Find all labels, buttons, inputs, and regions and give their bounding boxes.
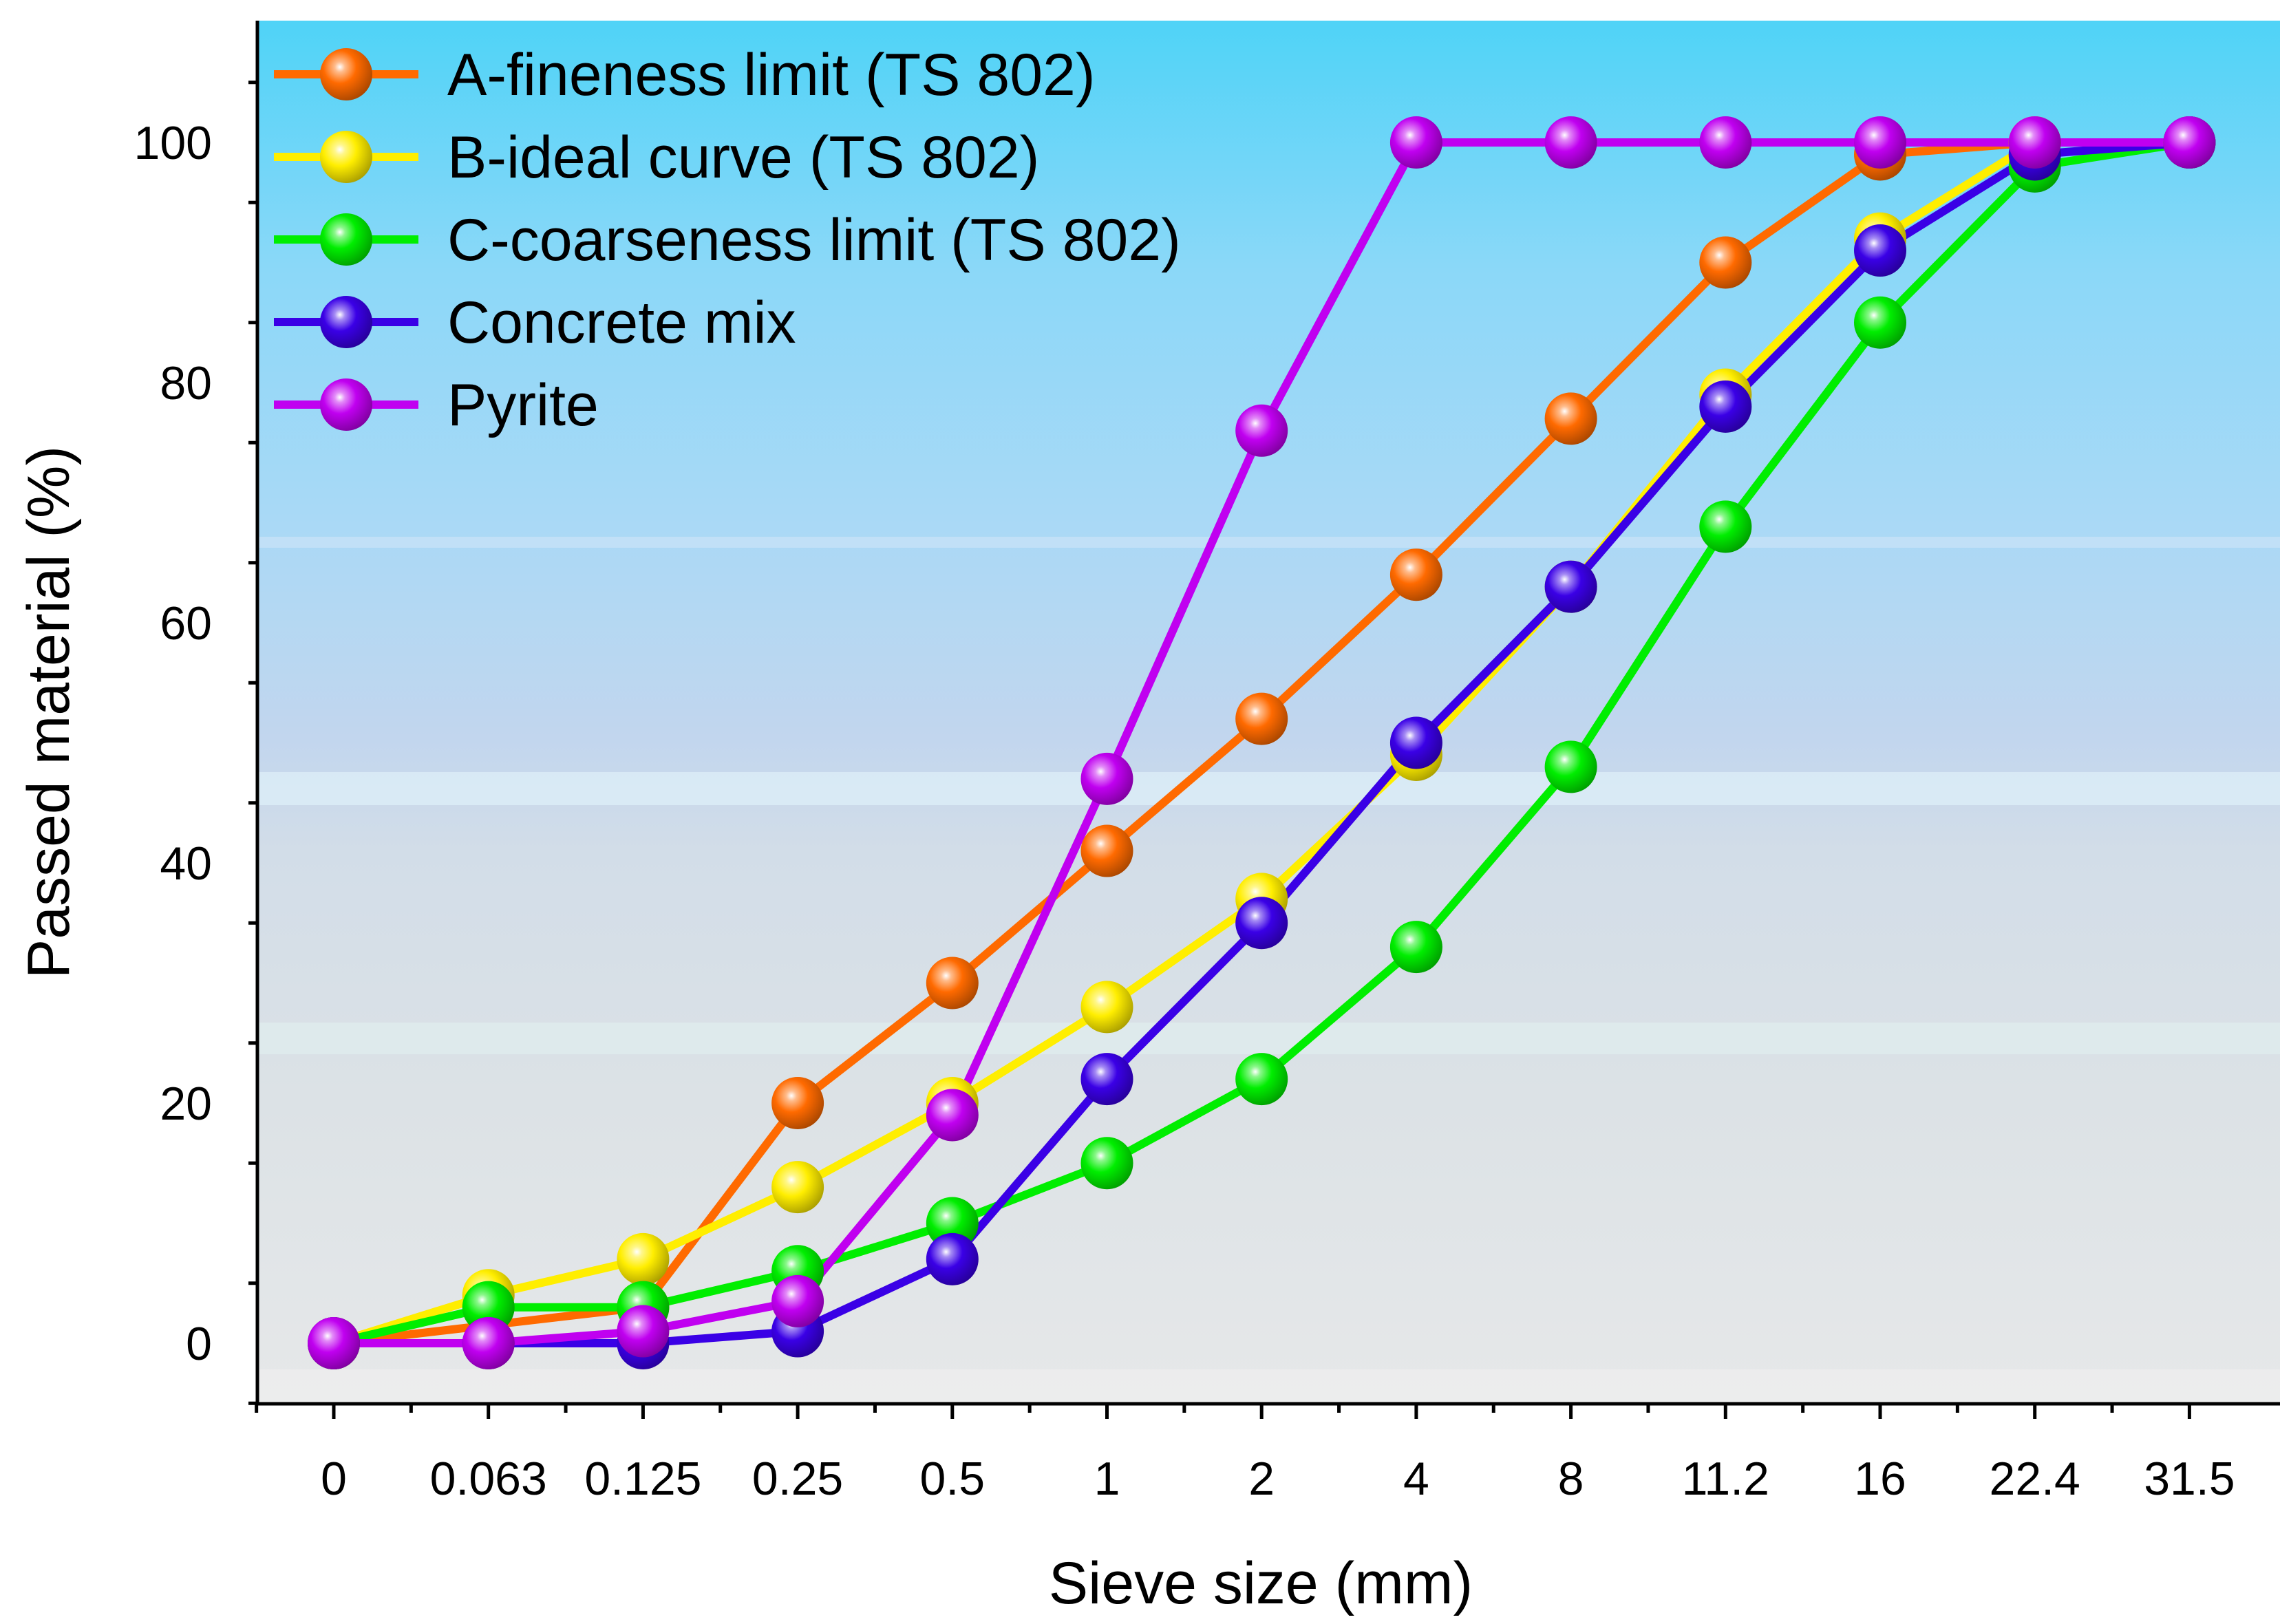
plot-background [257, 21, 2280, 1402]
data-point-c-coarseness-limit-ts-802 [1235, 1053, 1288, 1106]
data-point-a-fineness-limit-ts-802 [1544, 392, 1597, 445]
x-tick-label: 0.25 [752, 1453, 843, 1505]
y-axis-title: Passed material (%) [16, 446, 82, 979]
y-tick-label: 80 [160, 357, 212, 409]
data-point-b-ideal-curve-ts-802 [617, 1232, 670, 1285]
y-tick-label: 20 [160, 1078, 212, 1130]
data-point-concrete-mix [926, 1232, 979, 1285]
legend: A-fineness limit (TS 802) B-ideal curve (… [274, 42, 1181, 438]
data-point-concrete-mix [1080, 1053, 1133, 1106]
data-point-b-ideal-curve-ts-802 [1080, 981, 1133, 1034]
legend-label-c-coarseness-limit-ts-802: C-coarseness limit (TS 802) [447, 207, 1181, 273]
y-tick-label: 60 [160, 597, 212, 650]
y-tick-label: 0 [186, 1318, 212, 1370]
data-point-c-coarseness-limit-ts-802 [1854, 296, 1906, 349]
axes: 0 20 40 60 80 100 0 0.063 0.125 0.25 0.5 1 2 4 8 11.2 1… [134, 21, 2280, 1505]
data-point-pyrite [1080, 752, 1133, 805]
data-point-a-fineness-limit-ts-802 [1080, 824, 1133, 877]
y-tick-label: 40 [160, 837, 212, 890]
data-point-c-coarseness-limit-ts-802 [462, 1281, 515, 1334]
data-point-pyrite [1235, 404, 1288, 457]
y-ticks: 0 20 40 60 80 100 [134, 81, 257, 1405]
data-point-a-fineness-limit-ts-802 [771, 1077, 824, 1129]
data-point-pyrite [771, 1274, 824, 1327]
data-point-pyrite [462, 1317, 515, 1369]
data-point-c-coarseness-limit-ts-802 [1389, 921, 1442, 974]
x-tick-label: 16 [1854, 1453, 1906, 1505]
data-point-a-fineness-limit-ts-802 [1389, 548, 1442, 601]
x-tick-label: 0.063 [430, 1453, 547, 1505]
data-point-concrete-mix [1854, 224, 1906, 277]
legend-marker-concrete-mix [320, 296, 372, 348]
legend-marker-a-fineness-limit-ts-802 [320, 48, 372, 100]
y-tick-label: 100 [134, 117, 212, 169]
legend-marker-c-coarseness-limit-ts-802 [320, 213, 372, 266]
x-tick-label: 0.125 [584, 1453, 701, 1505]
x-tick-label: 0.5 [920, 1453, 985, 1505]
data-point-pyrite [2008, 116, 2061, 169]
data-point-a-fineness-limit-ts-802 [1235, 692, 1288, 745]
data-point-concrete-mix [1389, 716, 1442, 769]
x-axis-title: Sieve size (mm) [1049, 1550, 1473, 1616]
legend-marker-pyrite [320, 378, 372, 431]
data-point-pyrite [1699, 116, 1752, 169]
data-point-c-coarseness-limit-ts-802 [1544, 740, 1597, 793]
data-point-a-fineness-limit-ts-802 [1699, 236, 1752, 289]
legend-label-a-fineness-limit-ts-802: A-fineness limit (TS 802) [447, 42, 1096, 108]
data-point-pyrite [1544, 116, 1597, 169]
data-point-concrete-mix [1235, 897, 1288, 950]
x-tick-label: 1 [1094, 1453, 1120, 1505]
data-point-concrete-mix [1699, 380, 1752, 433]
x-tick-label: 0 [321, 1453, 347, 1505]
x-tick-label: 11.2 [1682, 1453, 1769, 1505]
x-tick-label: 2 [1248, 1453, 1275, 1505]
data-point-c-coarseness-limit-ts-802 [1080, 1137, 1133, 1190]
data-point-pyrite [617, 1305, 670, 1358]
legend-label-concrete-mix: Concrete mix [447, 290, 796, 356]
legend-label-b-ideal-curve-ts-802: B-ideal curve (TS 802) [447, 125, 1039, 191]
series-markers [308, 116, 2216, 1369]
data-point-c-coarseness-limit-ts-802 [1699, 500, 1752, 553]
x-ticks: 0 0.063 0.125 0.25 0.5 1 2 4 8 11.2 16 22.4 31.5 [255, 1404, 2235, 1505]
legend-marker-b-ideal-curve-ts-802 [320, 131, 372, 183]
data-point-a-fineness-limit-ts-802 [926, 957, 979, 1009]
x-tick-label: 4 [1403, 1453, 1429, 1505]
data-point-pyrite [308, 1317, 360, 1369]
data-point-pyrite [2163, 116, 2216, 169]
data-point-pyrite [926, 1089, 979, 1142]
data-point-b-ideal-curve-ts-802 [771, 1161, 824, 1214]
data-point-c-coarseness-limit-ts-802 [926, 1197, 979, 1250]
legend-label-pyrite: Pyrite [447, 372, 599, 438]
x-tick-label: 22.4 [1990, 1453, 2080, 1505]
data-point-pyrite [1389, 116, 1442, 169]
data-point-concrete-mix [1544, 560, 1597, 613]
x-tick-label: 8 [1558, 1453, 1584, 1505]
data-point-pyrite [1854, 116, 1906, 169]
x-tick-label: 31.5 [2144, 1453, 2235, 1505]
